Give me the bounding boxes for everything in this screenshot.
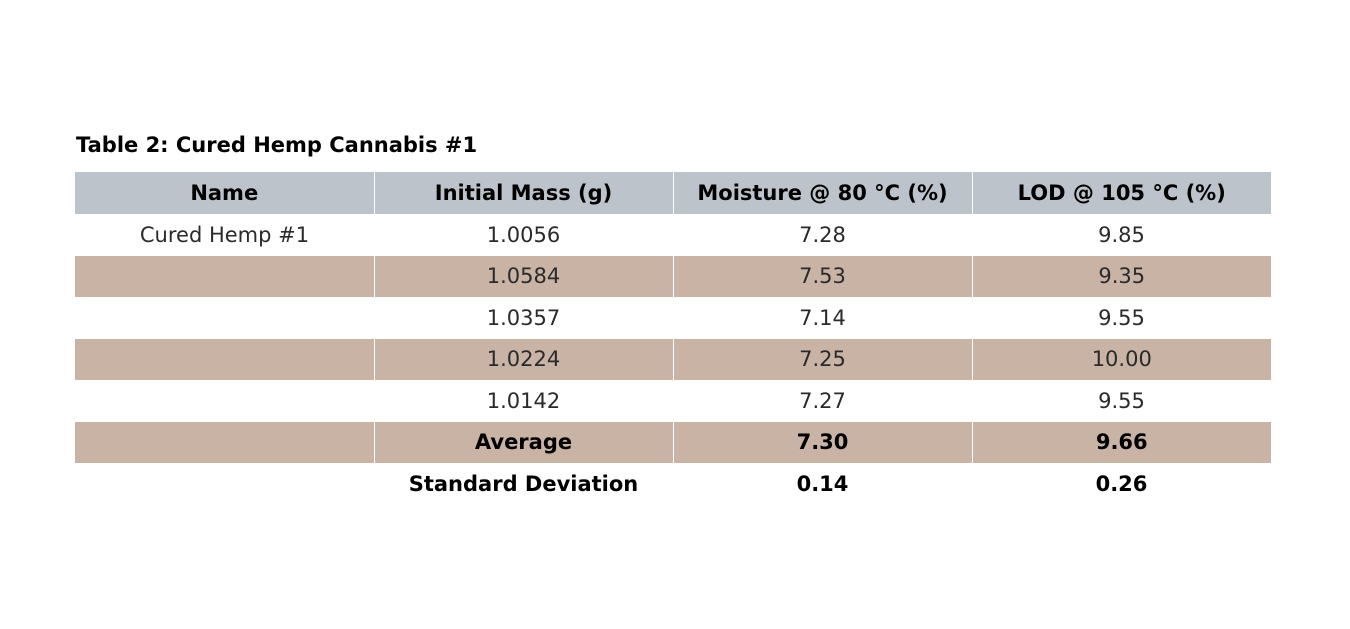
average-moisture: 7.30 [672,421,972,463]
cell-initial-mass: 1.0056 [486,222,561,247]
header-lod-105: LOD @ 105 °C (%) [971,172,1271,214]
cell-name [75,421,374,463]
table-row: Cured Hemp #1 1.0056 7.28 9.85 [75,214,1271,256]
standard-deviation-lod: 0.26 [1095,471,1148,496]
cell-name: Cured Hemp #1 [139,222,310,247]
data-table: Name Initial Mass (g) Moisture @ 80 °C (… [75,172,1271,505]
average-row: Average 7.30 9.66 [75,421,1271,463]
cell-lod: 10.00 [971,338,1271,380]
cell-initial-mass: 1.0142 [486,388,561,413]
cell-moisture: 7.14 [799,305,846,330]
standard-deviation-moisture: 0.14 [796,471,849,496]
cell-name [75,255,374,297]
table-row: 1.0142 7.27 9.55 [75,380,1271,422]
table-caption: Table 2: Cured Hemp Cannabis #1 [76,133,478,157]
cell-name [75,297,374,339]
cell-initial-mass: 1.0357 [486,305,561,330]
cell-lod: 9.35 [971,255,1271,297]
cell-moisture: 7.53 [672,255,972,297]
standard-deviation-label: Standard Deviation [408,471,639,496]
table-row: 1.0357 7.14 9.55 [75,297,1271,339]
cell-moisture: 7.28 [799,222,846,247]
cell-name [75,463,374,505]
header-name: Name [75,172,374,214]
cell-name [75,338,374,380]
cell-initial-mass: 1.0224 [373,338,673,380]
average-lod: 9.66 [971,421,1271,463]
cell-moisture: 7.25 [672,338,972,380]
cell-lod: 9.55 [1098,305,1145,330]
cell-name [75,380,374,422]
table-row: 1.0224 7.25 10.00 [75,338,1271,380]
header-moisture-80: Moisture @ 80 °C (%) [672,172,972,214]
table-row: 1.0584 7.53 9.35 [75,255,1271,297]
cell-lod: 9.85 [1098,222,1145,247]
cell-moisture: 7.27 [799,388,846,413]
average-label: Average [373,421,673,463]
cell-lod: 9.55 [1098,388,1145,413]
header-initial-mass: Initial Mass (g) [373,172,673,214]
cell-initial-mass: 1.0584 [373,255,673,297]
header-row: Name Initial Mass (g) Moisture @ 80 °C (… [75,172,1271,214]
standard-deviation-row: Standard Deviation 0.14 0.26 [75,463,1271,505]
